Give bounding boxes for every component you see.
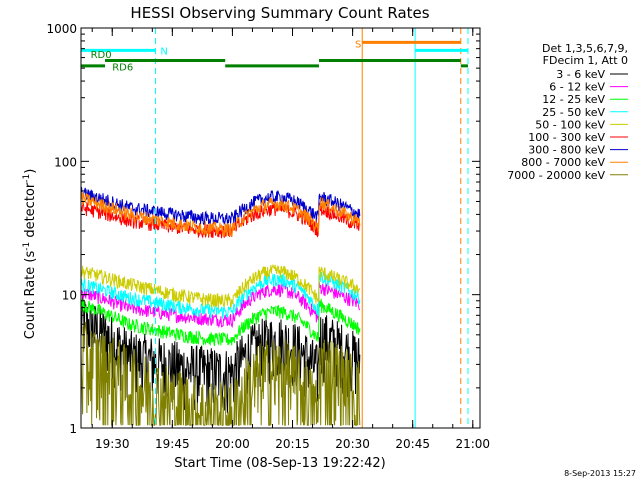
state-bar-label-0: N: [160, 46, 167, 57]
legend-label-8: 7000 - 20000 keV: [507, 169, 605, 182]
plot-frame: [80, 27, 481, 429]
legend-label-5: 100 - 300 keV: [528, 131, 605, 144]
y-tick-label-0: 1: [69, 422, 77, 436]
series-line-8: [80, 321, 361, 426]
x-tick-label-5: 20:45: [395, 437, 430, 451]
legend-header-0: Det 1,3,5,6,7,9,: [542, 42, 628, 55]
series-line-1: [80, 281, 361, 329]
x-axis-label: Start Time (08-Sep-13 19:22:42): [174, 456, 385, 471]
state-bar-label-1: RD0: [91, 50, 112, 61]
x-tick-label-2: 20:00: [215, 437, 250, 451]
x-tick-label-3: 20:15: [275, 437, 310, 451]
series-line-7: [80, 192, 361, 237]
x-tick-label-0: 19:30: [95, 437, 130, 451]
x-tick-label-6: 21:00: [455, 437, 490, 451]
y-axis-label: Count Rate (s-1 detector-1): [22, 169, 38, 340]
state-bar-label-3: S: [355, 39, 361, 50]
y-tick-label-3: 1000: [46, 22, 77, 36]
series-line-2: [80, 298, 361, 347]
timestamp: 8-Sep-2013 15:27: [564, 469, 636, 478]
legend: Det 1,3,5,6,7,9,FDecim 1, Att 03 - 6 keV…: [507, 42, 628, 182]
state-bar-label-2: RD6: [112, 63, 133, 74]
series-line-3: [80, 272, 361, 320]
legend-label-1: 6 - 12 keV: [549, 81, 605, 94]
legend-header-1: FDecim 1, Att 0: [543, 54, 628, 67]
legend-label-4: 50 - 100 keV: [535, 118, 605, 131]
series-line-4: [80, 263, 361, 308]
series-line-0: [80, 295, 361, 415]
x-axis-ticks: 19:30 19:45 20:00 20:15 20:30 20:45 21:00: [91, 28, 490, 451]
series-line-6: [80, 187, 361, 226]
legend-label-2: 12 - 25 keV: [542, 93, 605, 106]
y-tick-label-2: 100: [54, 155, 77, 169]
y-tick-label-1: 10: [62, 289, 77, 303]
x-tick-label-1: 19:45: [155, 437, 190, 451]
legend-label-0: 3 - 6 keV: [556, 68, 605, 81]
y-axis-ticks: 1 10 100 1000: [46, 22, 480, 436]
legend-label-7: 800 - 7000 keV: [521, 156, 605, 169]
legend-label-3: 25 - 50 keV: [542, 106, 605, 119]
chart-title: HESSI Observing Summary Count Rates: [130, 4, 429, 22]
legend-label-6: 300 - 800 keV: [528, 144, 605, 157]
x-tick-label-4: 20:30: [335, 437, 370, 451]
